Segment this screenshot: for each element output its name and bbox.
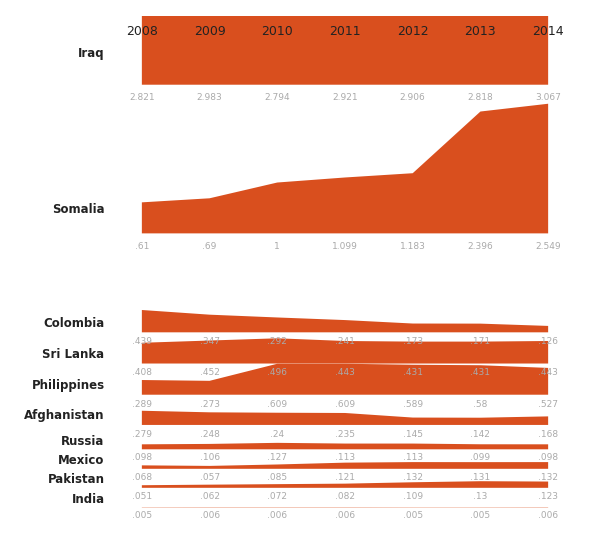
Text: .69: .69 (202, 242, 217, 251)
Text: Iraq: Iraq (78, 47, 104, 60)
Text: .171: .171 (470, 337, 490, 346)
Text: 1.183: 1.183 (400, 242, 425, 251)
Text: .142: .142 (470, 430, 490, 439)
Text: 2012: 2012 (397, 25, 428, 37)
Text: 2.983: 2.983 (197, 93, 223, 103)
Text: 1.099: 1.099 (332, 242, 358, 251)
Text: .106: .106 (200, 453, 220, 462)
Text: 2009: 2009 (194, 25, 226, 37)
Text: .057: .057 (200, 473, 220, 481)
Text: .121: .121 (335, 473, 355, 481)
Text: 2.794: 2.794 (265, 93, 290, 103)
Text: .58: .58 (473, 400, 488, 408)
Text: .005: .005 (470, 511, 490, 520)
Text: Somalia: Somalia (52, 203, 104, 216)
Text: .006: .006 (538, 511, 558, 520)
Text: .132: .132 (538, 473, 558, 481)
Text: .051: .051 (132, 492, 152, 501)
Polygon shape (142, 104, 548, 233)
Text: .609: .609 (267, 400, 287, 408)
Text: .168: .168 (538, 430, 558, 439)
Text: .241: .241 (335, 337, 355, 346)
Text: 2.921: 2.921 (332, 93, 358, 103)
Text: .109: .109 (403, 492, 423, 501)
Text: .496: .496 (267, 368, 287, 377)
Text: 2.906: 2.906 (400, 93, 425, 103)
Text: .439: .439 (132, 337, 152, 346)
Text: .006: .006 (335, 511, 355, 520)
Polygon shape (142, 0, 548, 85)
Text: .068: .068 (132, 473, 152, 481)
Polygon shape (142, 443, 548, 449)
Text: .006: .006 (200, 511, 220, 520)
Text: .431: .431 (470, 368, 490, 377)
Text: .443: .443 (538, 368, 558, 377)
Text: 2.818: 2.818 (467, 93, 493, 103)
Text: .431: .431 (403, 368, 423, 377)
Text: .173: .173 (403, 337, 423, 346)
Text: .443: .443 (335, 368, 355, 377)
Text: .126: .126 (538, 337, 558, 346)
Text: .13: .13 (473, 492, 488, 501)
Text: 2014: 2014 (532, 25, 564, 37)
Text: .132: .132 (403, 473, 423, 481)
Text: 2010: 2010 (262, 25, 293, 37)
Text: .24: .24 (270, 430, 284, 439)
Text: .072: .072 (267, 492, 287, 501)
Text: .113: .113 (403, 453, 423, 462)
Text: .131: .131 (470, 473, 490, 481)
Text: .279: .279 (132, 430, 152, 439)
Text: .127: .127 (267, 453, 287, 462)
Text: .609: .609 (335, 400, 355, 408)
Text: Russia: Russia (61, 435, 104, 448)
Text: .085: .085 (267, 473, 287, 481)
Text: .005: .005 (132, 511, 152, 520)
Text: .527: .527 (538, 400, 558, 408)
Text: .062: .062 (200, 492, 220, 501)
Text: India: India (71, 493, 104, 506)
Text: 2011: 2011 (329, 25, 361, 37)
Text: .113: .113 (335, 453, 355, 462)
Text: Colombia: Colombia (43, 317, 104, 330)
Text: .347: .347 (200, 337, 220, 346)
Text: .273: .273 (200, 400, 220, 408)
Text: Pakistan: Pakistan (47, 473, 104, 486)
Text: .145: .145 (403, 430, 423, 439)
Polygon shape (142, 462, 548, 469)
Text: .082: .082 (335, 492, 355, 501)
Text: 2.549: 2.549 (535, 242, 561, 251)
Text: Mexico: Mexico (58, 455, 104, 467)
Text: .235: .235 (335, 430, 355, 439)
Text: .292: .292 (268, 337, 287, 346)
Polygon shape (142, 338, 548, 363)
Polygon shape (142, 411, 548, 425)
Text: .123: .123 (538, 492, 558, 501)
Text: .005: .005 (403, 511, 423, 520)
Text: .589: .589 (403, 400, 423, 408)
Text: 2013: 2013 (464, 25, 496, 37)
Polygon shape (142, 481, 548, 488)
Text: .408: .408 (132, 368, 152, 377)
Text: 2.396: 2.396 (467, 242, 493, 251)
Text: Sri Lanka: Sri Lanka (43, 348, 104, 361)
Text: .61: .61 (134, 242, 149, 251)
Text: 2.821: 2.821 (129, 93, 155, 103)
Polygon shape (142, 310, 548, 332)
Text: .099: .099 (470, 453, 490, 462)
Text: 1: 1 (274, 242, 280, 251)
Text: 3.067: 3.067 (535, 93, 561, 103)
Text: Philippines: Philippines (31, 379, 104, 393)
Text: .452: .452 (200, 368, 220, 377)
Text: Afghanistan: Afghanistan (24, 410, 104, 423)
Polygon shape (142, 364, 548, 395)
Text: .006: .006 (267, 511, 287, 520)
Text: .098: .098 (538, 453, 558, 462)
Text: .098: .098 (132, 453, 152, 462)
Text: 2008: 2008 (126, 25, 158, 37)
Text: .248: .248 (200, 430, 220, 439)
Text: .289: .289 (132, 400, 152, 408)
